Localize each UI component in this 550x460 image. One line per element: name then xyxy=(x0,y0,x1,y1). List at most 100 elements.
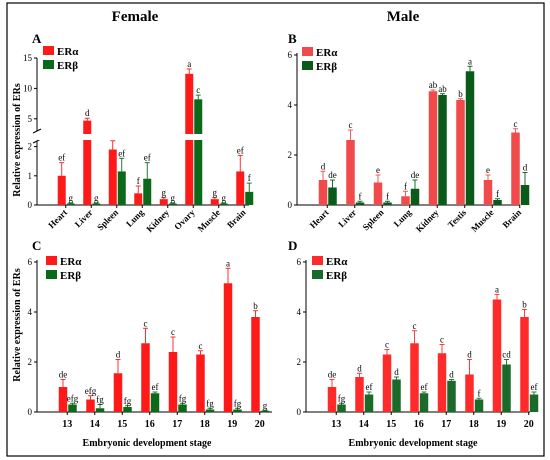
axis-break-mark xyxy=(32,128,42,134)
panel-a: A01251015HeartefgLiverdgSpleeneefLungfef… xyxy=(23,31,254,234)
bar-era xyxy=(428,91,438,205)
bar-erb xyxy=(383,202,392,205)
significance-letter: e xyxy=(486,165,490,175)
significance-letter: d xyxy=(85,108,90,118)
x-category-label: Muscle xyxy=(196,207,223,234)
ylabel-bottom: Relative expression of ERs xyxy=(12,268,23,382)
bar-erb xyxy=(355,202,365,205)
bar-erb xyxy=(465,71,475,205)
bar-era xyxy=(236,171,245,205)
legend-label: ERβ xyxy=(60,270,81,282)
panel-c: C024613deefg14efgfg15dfg16cef17cfg18cfg1… xyxy=(28,238,272,430)
x-category-label: 17 xyxy=(441,419,451,430)
significance-letter: c xyxy=(144,318,148,328)
x-category-label: Ovary xyxy=(172,207,197,232)
bar-era xyxy=(57,175,66,205)
legend-label: ERα xyxy=(57,46,79,58)
bar-erb xyxy=(328,187,337,205)
significance-letter: fg xyxy=(338,393,346,403)
significance-letter: g xyxy=(171,193,176,203)
y-tick-label: 6 xyxy=(297,257,302,267)
x-category-label: Kidney xyxy=(144,207,171,234)
significance-letter: d xyxy=(467,350,472,360)
bar-erb xyxy=(260,410,270,412)
bar-era xyxy=(210,199,219,205)
significance-letter: de xyxy=(59,370,68,380)
significance-letter: c xyxy=(349,120,353,130)
x-category-label: Heart xyxy=(46,207,69,230)
x-category-label: Brain xyxy=(501,207,524,230)
bar-erb xyxy=(150,393,160,412)
bar-erb xyxy=(529,394,539,412)
significance-letter: b xyxy=(253,301,258,311)
bar-era xyxy=(251,317,260,412)
panel-d: D024613defg14def15cd16cef17cd18df19acd20… xyxy=(288,238,539,430)
x-category-label: 17 xyxy=(172,419,182,430)
significance-letter: ef xyxy=(144,153,151,163)
y-tick-label: 1 xyxy=(28,171,33,181)
significance-letter: ef xyxy=(152,382,159,392)
y-tick-label: 5 xyxy=(28,114,33,124)
legend-swatch xyxy=(302,61,313,70)
significance-letter: d xyxy=(394,367,399,377)
significance-letter: f xyxy=(359,191,362,201)
legend-swatch xyxy=(46,256,57,265)
significance-letter: ef xyxy=(237,145,244,155)
xlabel-left: Embryonic development stage xyxy=(83,438,212,449)
bar-era xyxy=(437,353,447,412)
bar-era xyxy=(83,120,92,205)
legend-label: ERβ xyxy=(57,60,78,72)
bar-erb xyxy=(123,407,132,412)
significance-letter: c xyxy=(199,341,203,351)
significance-letter: ef xyxy=(118,148,125,158)
x-category-label: 18 xyxy=(200,419,210,430)
significance-letter: fg xyxy=(179,393,187,403)
significance-letter: ab xyxy=(438,84,447,94)
bar-erb xyxy=(117,171,126,205)
bar-era xyxy=(465,374,474,412)
bar-erb xyxy=(392,379,401,412)
significance-letter: fg xyxy=(96,395,104,405)
bar-era xyxy=(318,180,328,205)
panel-label: A xyxy=(32,31,42,46)
y-tick-label: 0 xyxy=(28,407,33,417)
bar-era xyxy=(141,343,150,412)
legend-label: ERα xyxy=(60,256,82,268)
significance-letter: c xyxy=(440,335,444,345)
bar-era xyxy=(327,387,337,412)
significance-letter: ab xyxy=(429,80,438,90)
x-category-label: Spleen xyxy=(95,207,120,232)
legend-label: ERβ xyxy=(326,270,347,282)
significance-letter: efg xyxy=(85,386,97,396)
significance-letter: fg xyxy=(234,398,242,408)
significance-letter: ef xyxy=(366,382,373,392)
significance-letter: a xyxy=(468,56,472,66)
y-tick-label: 0 xyxy=(288,200,293,210)
significance-letter: b xyxy=(458,89,463,99)
significance-letter: g xyxy=(263,400,268,410)
x-category-label: Lung xyxy=(124,207,146,229)
bar-erb xyxy=(245,191,254,205)
y-tick-label: 6 xyxy=(28,257,33,267)
figure-border xyxy=(6,2,545,457)
bar-era xyxy=(159,199,168,205)
bar-era xyxy=(113,373,123,412)
significance-letter: g xyxy=(222,193,227,203)
bar-erb xyxy=(364,394,374,412)
bar-era xyxy=(58,387,68,412)
bar-era xyxy=(196,354,205,412)
x-category-label: 16 xyxy=(414,419,424,430)
significance-letter: f xyxy=(137,176,140,186)
y-tick-label: 0 xyxy=(297,407,302,417)
x-category-label: 19 xyxy=(496,419,506,430)
x-category-label: Spleen xyxy=(361,207,386,232)
significance-letter: c xyxy=(196,85,200,95)
bar-era xyxy=(456,100,465,205)
significance-letter: c xyxy=(413,321,417,331)
legend-label: ERα xyxy=(326,256,348,268)
significance-letter: g xyxy=(69,193,74,203)
legend-swatch xyxy=(312,256,323,265)
legend-swatch xyxy=(43,60,54,69)
significance-letter: c xyxy=(171,327,175,337)
significance-letter: fg xyxy=(124,396,132,406)
